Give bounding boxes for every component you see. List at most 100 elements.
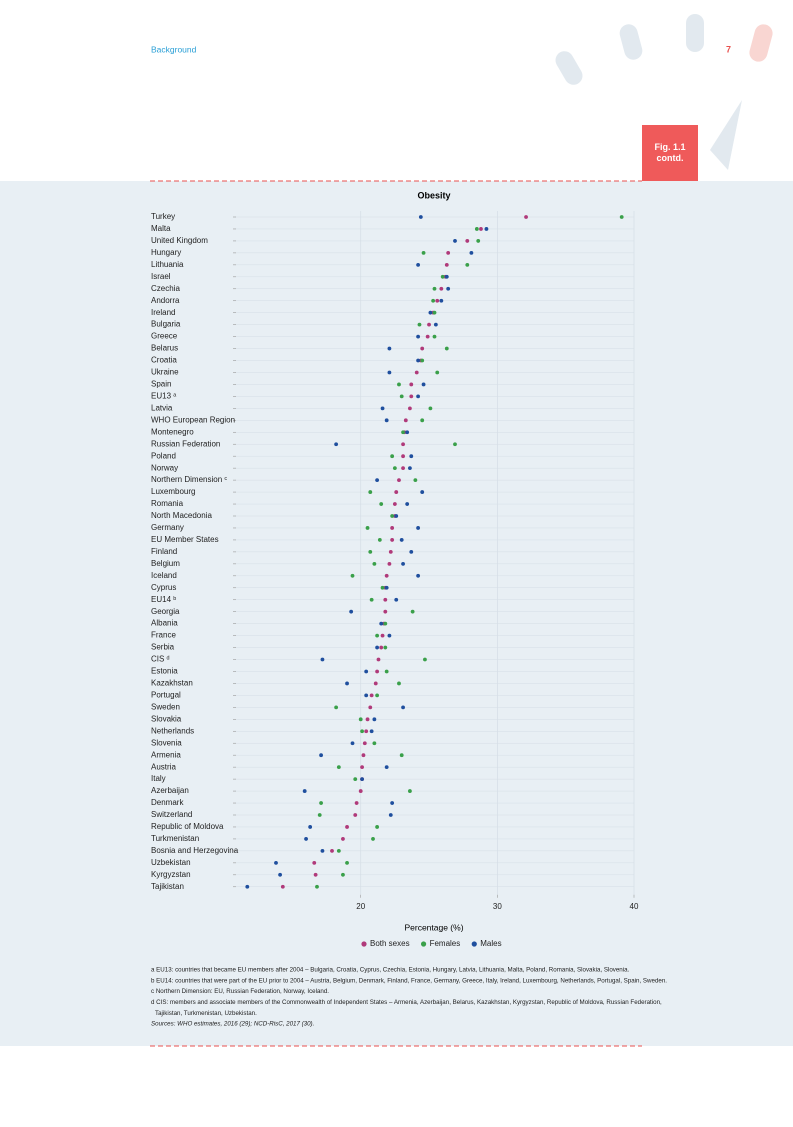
dot — [416, 334, 421, 339]
dot — [409, 549, 414, 554]
dot — [372, 561, 377, 566]
category-label: North Macedonia — [151, 511, 212, 520]
dot — [278, 872, 282, 877]
dot — [369, 693, 374, 698]
dot — [444, 262, 449, 267]
dot — [444, 346, 449, 351]
dot — [304, 837, 308, 841]
dot — [371, 837, 375, 841]
category-label: Czechia — [151, 284, 180, 293]
dot — [444, 274, 449, 279]
category-label: EU13 ᵃ — [151, 392, 177, 401]
dot — [433, 322, 438, 327]
category-label: United Kingdom — [151, 236, 208, 245]
dot — [432, 286, 437, 291]
category-label: Kazakhstan — [151, 679, 193, 688]
legend-label: Males — [480, 939, 501, 948]
category-label: Italy — [151, 774, 166, 783]
dot — [373, 681, 378, 686]
dot — [383, 621, 388, 626]
category-label: Slovakia — [151, 714, 182, 723]
category-label: WHO European Region — [151, 415, 235, 424]
dot — [401, 430, 405, 435]
dot — [387, 346, 392, 351]
dot — [360, 777, 364, 782]
dot — [360, 729, 364, 734]
legend-label: Both sexes — [370, 939, 410, 948]
dot — [416, 526, 421, 530]
category-label: Austria — [151, 762, 176, 771]
category-label: Finland — [151, 547, 177, 556]
dot — [384, 669, 389, 674]
dot — [425, 334, 430, 339]
page-number: 7 — [726, 44, 731, 54]
dot — [465, 262, 470, 267]
dot — [353, 813, 358, 817]
dot — [446, 250, 451, 255]
dot — [308, 825, 313, 829]
dot — [330, 848, 334, 853]
dot — [484, 227, 489, 231]
dot — [345, 681, 349, 686]
dot — [410, 609, 415, 614]
dot — [313, 872, 318, 877]
dot — [417, 322, 422, 327]
category-label: Netherlands — [151, 726, 194, 735]
dot — [354, 801, 359, 805]
dot — [432, 310, 437, 315]
category-label: Bosnia and Herzegovina — [151, 846, 239, 855]
category-label: Ukraine — [151, 368, 179, 377]
dot — [453, 442, 457, 447]
dot — [409, 382, 414, 387]
dot — [409, 394, 414, 399]
figure-label: Fig. 1.1 contd. — [654, 142, 685, 163]
dot — [399, 753, 404, 758]
dot — [336, 848, 341, 853]
dot — [320, 848, 325, 853]
dot — [408, 406, 412, 411]
dot — [364, 669, 369, 674]
category-label: EU Member States — [151, 535, 219, 544]
x-tick-label: 30 — [493, 902, 502, 911]
dot — [416, 358, 421, 363]
dot — [421, 382, 426, 387]
dot — [397, 478, 401, 483]
dot — [392, 466, 397, 471]
dot — [421, 250, 426, 255]
dot — [401, 561, 405, 566]
dot — [280, 884, 285, 889]
dot — [360, 765, 364, 770]
dot — [368, 705, 373, 710]
category-label: Serbia — [151, 643, 175, 652]
dot — [387, 633, 392, 638]
dot — [358, 717, 363, 722]
category-label: Azerbaijan — [151, 786, 189, 795]
dot — [416, 262, 421, 267]
dot — [435, 370, 440, 375]
dot — [365, 526, 370, 530]
dot — [350, 573, 355, 578]
category-label: Kyrgyzstan — [151, 870, 191, 879]
category-label: Romania — [151, 499, 184, 508]
dot — [319, 753, 323, 758]
chart-title: Obesity — [417, 190, 450, 200]
dot — [416, 394, 421, 399]
dot — [420, 346, 425, 351]
dot — [375, 693, 380, 698]
dot — [349, 609, 354, 614]
dot — [334, 705, 339, 710]
dot — [350, 741, 355, 746]
legend-swatch — [361, 941, 367, 947]
dot — [365, 717, 370, 722]
dot — [312, 860, 317, 865]
dot — [362, 741, 367, 746]
category-label: Malta — [151, 224, 171, 233]
category-label: Greece — [151, 332, 178, 341]
dot — [376, 657, 381, 662]
dot — [414, 370, 419, 375]
dot — [245, 884, 250, 889]
category-label: Turkey — [151, 212, 175, 221]
dot — [432, 334, 437, 339]
footnote: a EU13: countries that became EU members… — [151, 967, 630, 974]
dot — [379, 502, 384, 506]
